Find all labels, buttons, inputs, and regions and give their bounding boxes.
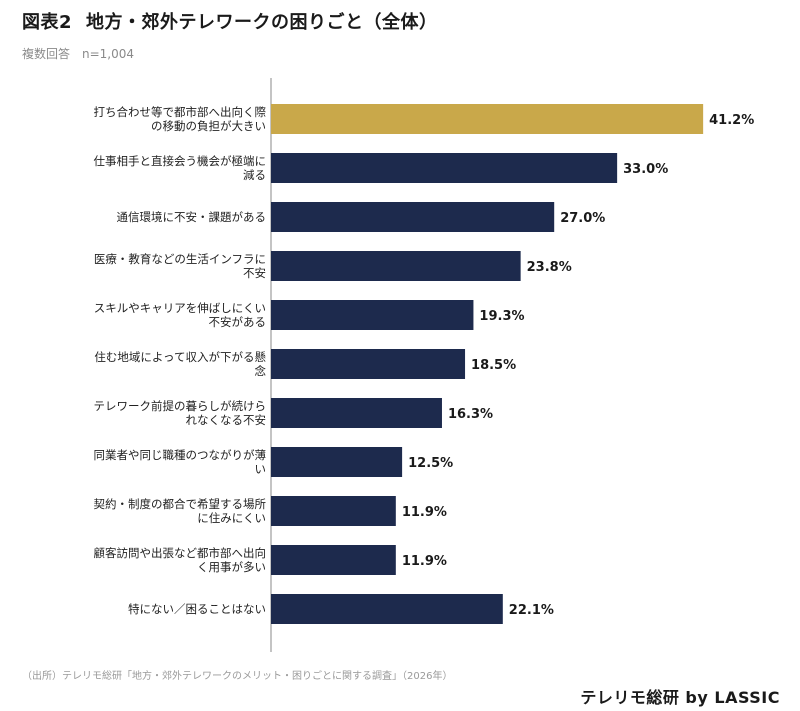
value-label: 33.0% [623,162,668,177]
value-label: 16.3% [448,407,493,422]
category-label: 住む地域によって収入が下がる懸念 [94,350,266,378]
bar [271,398,442,428]
category-label: 同業者や同じ職種のつながりが薄い [94,448,267,476]
bar [271,447,403,477]
chart-title: 図表2 地方・郊外テレワークの困りごと（全体） [22,8,438,34]
value-label: 41.2% [709,113,754,128]
value-label: 19.3% [479,309,524,324]
source-note: （出所）テレリモ総研「地方・郊外テレワークのメリット・困りごとに関する調査」（2… [22,671,453,682]
category-label: 医療・教育などの生活インフラに不安 [94,252,266,280]
bar [271,545,396,575]
bar [271,202,555,232]
bar [271,104,704,134]
title-text: 地方・郊外テレワークの困りごと（全体） [86,12,438,33]
bar [271,349,466,379]
value-label: 22.1% [509,603,554,618]
category-label: 仕事相手と直接会う機会が極端に減る [94,154,267,182]
value-label: 12.5% [408,456,453,471]
chart-subtitle: 複数回答 n=1,004 [22,45,134,62]
sample-size: n=1,004 [82,47,135,61]
bar [271,300,474,330]
value-label: 18.5% [471,358,516,373]
category-label: 打ち合わせ等で都市部へ出向く際の移動の負担が大きい [94,105,267,133]
bar [271,496,396,526]
category-label: 顧客訪問や出張など都市部へ出向く用事が多い [94,546,267,574]
category-label: 特にない／困ることはない [128,602,266,616]
category-label: 契約・制度の都合で希望する場所に住みにくい [94,497,267,525]
value-label: 11.9% [402,505,447,520]
bar [271,594,503,624]
answer-type: 複数回答 [22,47,71,61]
brand-logo-text: テレリモ総研 by LASSIC [580,688,780,707]
figure-number: 図表2 [22,12,73,33]
category-label: テレワーク前提の暮らしが続けられなくなる不安 [94,399,267,427]
bar [271,251,521,281]
category-label: 通信環境に不安・課題がある [117,210,267,224]
category-label: スキルやキャリアを伸ばしにくい不安がある [94,301,266,329]
bar [271,153,618,183]
value-label: 23.8% [527,260,572,275]
value-label: 11.9% [402,554,447,569]
value-label: 27.0% [560,211,605,226]
